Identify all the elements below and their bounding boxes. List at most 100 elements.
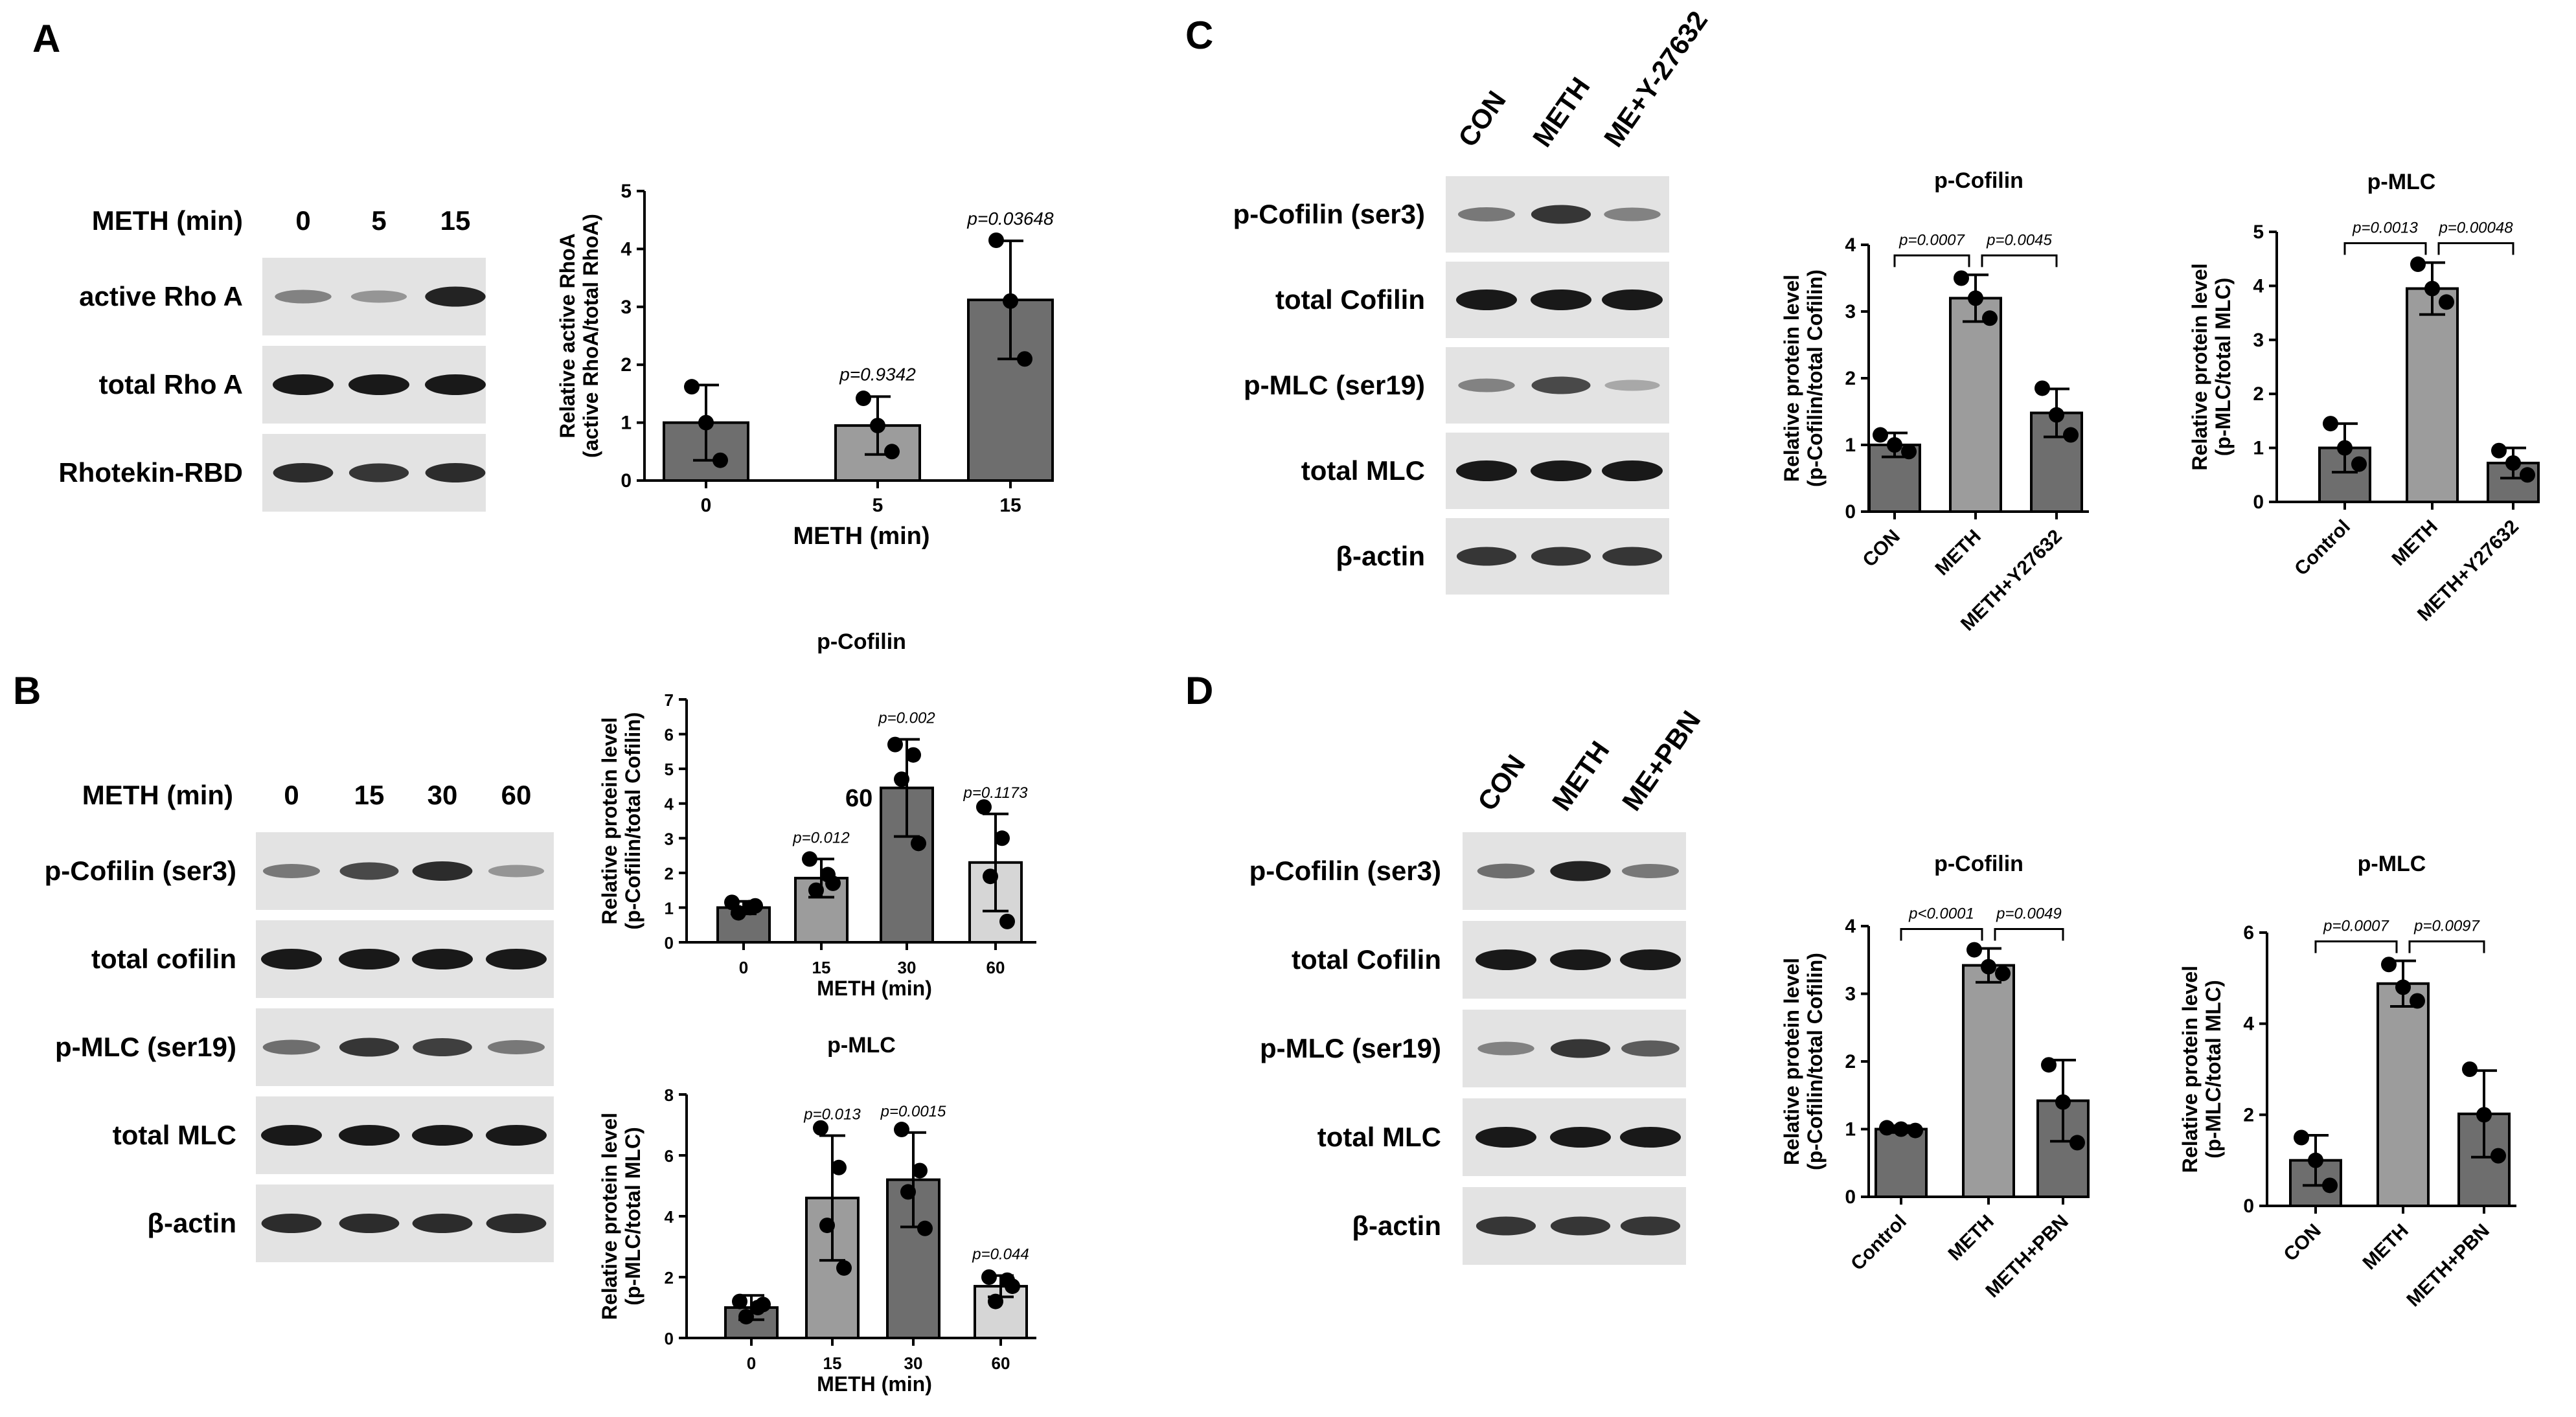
y-axis-title: Relative protein level(p-Cofilin/total C… bbox=[1780, 269, 1827, 487]
blot-band bbox=[339, 1125, 400, 1146]
y-axis-title-line: (p-Cofilin/total Cofilin) bbox=[621, 712, 644, 930]
data-point bbox=[747, 898, 763, 914]
significance-bracket bbox=[1893, 254, 1970, 267]
y-tick-label: 1 bbox=[1845, 1119, 1856, 1140]
data-point bbox=[981, 1269, 997, 1285]
y-axis-title: Relative protein level(p-MLC/total MLC) bbox=[2178, 966, 2225, 1173]
blot-row-label: p-MLC (ser19) bbox=[1244, 370, 1425, 400]
p-value-label: p=0.0097 bbox=[2413, 918, 2480, 935]
blot-band bbox=[1550, 861, 1611, 881]
x-tick-label: METH bbox=[1932, 526, 1985, 580]
y-tick-label: 2 bbox=[621, 354, 632, 376]
panel-letter-C: C bbox=[1185, 14, 1213, 57]
y-tick-label: 0 bbox=[2253, 492, 2264, 513]
data-point bbox=[988, 232, 1004, 248]
blot-band bbox=[348, 463, 409, 482]
blot-row-label: total Cofilin bbox=[1292, 944, 1441, 975]
x-tick-label: 60 bbox=[986, 958, 1005, 977]
significance-bracket bbox=[2437, 242, 2514, 255]
data-point bbox=[983, 868, 998, 885]
blot-row-label: total cofilin bbox=[91, 944, 236, 974]
blot-row-label: β-actin bbox=[1336, 541, 1425, 571]
lane-label: ME+Y-27632 bbox=[1598, 5, 1713, 152]
panel-letter-A: A bbox=[32, 17, 60, 60]
data-point bbox=[917, 1220, 933, 1236]
blot-band bbox=[1477, 1041, 1534, 1056]
blot-row-label: active Rho A bbox=[79, 281, 243, 312]
data-point bbox=[1908, 1122, 1923, 1139]
blot-row-label: total MLC bbox=[1301, 455, 1425, 486]
y-axis-title-line: Relative protein level bbox=[1780, 275, 1803, 482]
y-axis-title-line: (active RhoA/total RhoA) bbox=[579, 214, 602, 458]
blot-band bbox=[275, 289, 332, 304]
blot-band bbox=[1620, 1216, 1681, 1236]
p-value-label: p=0.002 bbox=[878, 710, 935, 727]
data-point bbox=[712, 452, 728, 468]
chart-B-p-mlc: p-MLC 0 2 4 6 8 Relative protein level(p-MLC/t… bbox=[598, 1033, 1036, 1396]
p-value-label: p=0.012 bbox=[792, 829, 849, 846]
x-tick-label: CON bbox=[2279, 1220, 2325, 1265]
blot-D: CON METH ME+PBN p-Cofilin (ser3) total Cofil… bbox=[1249, 705, 1706, 1265]
chart-title: p-MLC bbox=[2367, 170, 2436, 194]
bar bbox=[2377, 982, 2430, 1207]
blot-A: METH (min) 0 5 15 active Rho A total Rho A Rho… bbox=[58, 205, 486, 512]
blot-row-label: total MLC bbox=[113, 1120, 236, 1150]
data-point bbox=[2049, 407, 2064, 423]
y-tick-label: 4 bbox=[1845, 916, 1856, 937]
data-point bbox=[1968, 290, 1983, 306]
blot-band bbox=[412, 861, 473, 881]
y-tick-label: 1 bbox=[621, 413, 632, 434]
blot-band bbox=[412, 1214, 473, 1233]
x-tick-label: 15 bbox=[823, 1354, 842, 1373]
lane-label: 0 bbox=[284, 780, 299, 810]
y-tick-label: 5 bbox=[621, 181, 632, 202]
data-point bbox=[856, 391, 871, 407]
blot-band bbox=[488, 865, 545, 878]
blot-band bbox=[412, 949, 473, 969]
y-tick-label: 0 bbox=[665, 1329, 674, 1348]
data-point bbox=[2035, 380, 2050, 396]
y-tick-label: 4 bbox=[665, 795, 674, 814]
p-value-label: p=0.0013 bbox=[2352, 220, 2418, 237]
p-value-label: p=0.1173 bbox=[963, 784, 1029, 802]
y-tick-label: 5 bbox=[665, 760, 674, 779]
blot-row-label: total Rho A bbox=[99, 369, 243, 400]
x-tick-label: 30 bbox=[898, 958, 917, 977]
y-tick-label: 8 bbox=[665, 1085, 674, 1105]
x-tick-label: METH bbox=[2359, 1220, 2413, 1274]
data-point bbox=[894, 771, 909, 788]
blot-band bbox=[1531, 205, 1591, 224]
x-tick-label: Control bbox=[2290, 516, 2354, 580]
data-point bbox=[1887, 437, 1902, 453]
x-axis-title: METH (min) bbox=[817, 1372, 932, 1396]
blot-header-label: METH (min) bbox=[82, 780, 233, 810]
lane-label: CON bbox=[1472, 749, 1531, 816]
data-point bbox=[698, 414, 714, 431]
blot-band bbox=[262, 1039, 321, 1055]
y-tick-label: 3 bbox=[1845, 301, 1856, 323]
data-point bbox=[999, 913, 1015, 929]
blot-band bbox=[1622, 864, 1679, 878]
data-point bbox=[684, 379, 700, 395]
y-tick-label: 4 bbox=[2243, 1014, 2254, 1035]
significance-bracket bbox=[2343, 242, 2427, 255]
data-point bbox=[2520, 467, 2535, 483]
data-point bbox=[1901, 444, 1917, 460]
data-point bbox=[2322, 1177, 2338, 1194]
blot-row-label: p-Cofilin (ser3) bbox=[1233, 199, 1425, 229]
blot-C: CON METH ME+Y-27632 p-Cofilin (ser3) total C… bbox=[1233, 5, 1713, 595]
blot-band bbox=[1476, 949, 1536, 970]
blot-band bbox=[486, 949, 547, 969]
y-axis-title-line: Relative protein level bbox=[2188, 263, 2211, 470]
data-point bbox=[2069, 1135, 2085, 1151]
y-tick-label: 6 bbox=[665, 725, 674, 745]
blot-band bbox=[1550, 1216, 1611, 1236]
blot-band bbox=[261, 1125, 322, 1146]
data-point bbox=[2476, 1107, 2492, 1123]
significance-bracket bbox=[2314, 940, 2398, 953]
data-point bbox=[1954, 270, 1969, 286]
data-point bbox=[911, 835, 926, 852]
x-tick-label: 0 bbox=[739, 958, 748, 977]
